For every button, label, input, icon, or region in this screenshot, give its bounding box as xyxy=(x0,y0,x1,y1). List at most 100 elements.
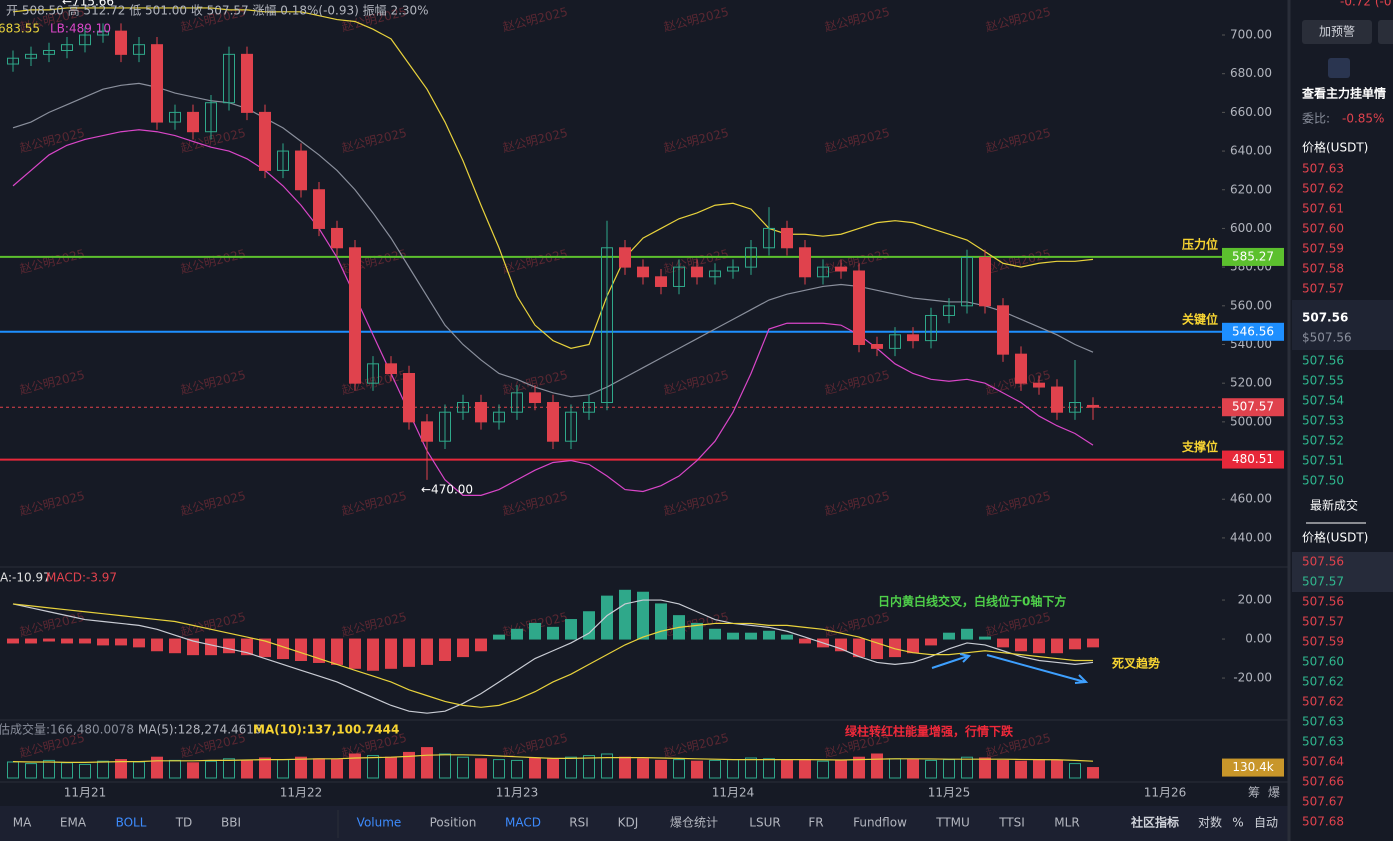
indicator-button[interactable]: KDJ xyxy=(618,816,639,830)
indicator-button[interactable]: MLR xyxy=(1054,816,1079,830)
toolbar-option[interactable]: 对数 xyxy=(1198,815,1222,830)
bar xyxy=(1033,638,1045,654)
ask-price: 507.57 xyxy=(1302,282,1344,296)
trade-price: 507.66 xyxy=(1302,775,1344,789)
trade-highlight xyxy=(1292,552,1393,592)
level-label: 压力位 xyxy=(1182,236,1218,251)
candle-body xyxy=(655,276,667,287)
indicator-button[interactable]: RSI xyxy=(569,816,589,830)
indicator-button[interactable]: MACD xyxy=(505,816,541,830)
indicator-button[interactable]: LSUR xyxy=(749,816,780,830)
indicator-button[interactable]: EMA xyxy=(60,816,87,830)
arrow xyxy=(931,653,971,669)
candle-body xyxy=(889,334,901,349)
trade-price: 507.59 xyxy=(1302,635,1344,649)
axis-side-label: 爆 xyxy=(1268,786,1280,800)
bar xyxy=(475,758,487,779)
toolbar-option[interactable]: 社区指标 xyxy=(1130,815,1179,830)
button[interactable] xyxy=(1378,20,1393,44)
ask-price: 507.61 xyxy=(1302,202,1344,216)
indicator-button[interactable]: Position xyxy=(430,816,477,830)
indicator-line xyxy=(12,603,1093,708)
bar xyxy=(61,638,73,644)
bar xyxy=(673,759,685,779)
volume-legend: MA(5):128,274.4616 xyxy=(138,723,262,737)
level-label: 关键位 xyxy=(1182,311,1218,326)
bar xyxy=(295,756,307,779)
trade-price: 507.57 xyxy=(1302,575,1344,589)
price-box xyxy=(1292,300,1393,350)
indicator-button[interactable]: 爆仓统计 xyxy=(670,816,718,830)
bar xyxy=(727,632,739,640)
bar xyxy=(763,758,775,779)
view-toggle[interactable] xyxy=(1328,58,1350,78)
bar xyxy=(583,611,595,640)
candle-body xyxy=(169,111,181,123)
trade-price: 507.62 xyxy=(1302,695,1344,709)
candle-body xyxy=(367,363,379,384)
arrow xyxy=(986,654,1089,684)
alert-button[interactable] xyxy=(1302,20,1372,44)
level-value: 546.56 xyxy=(1232,324,1274,338)
y-tick-label: 440.00 xyxy=(1230,530,1272,544)
bar xyxy=(1069,763,1081,779)
candle-body xyxy=(79,34,91,46)
candle-body xyxy=(493,411,505,423)
y-tick-label: 0.00 xyxy=(1245,632,1272,646)
candle-body xyxy=(151,44,163,123)
candle-body xyxy=(907,334,919,342)
bar xyxy=(313,638,325,663)
indicator-button[interactable]: TTMU xyxy=(935,816,970,830)
indicator-button[interactable]: TD xyxy=(175,816,193,830)
bar xyxy=(259,638,271,658)
bar xyxy=(511,759,523,779)
annotation: 死叉趋势 xyxy=(1112,656,1160,671)
boll-legend: 683.55 xyxy=(0,22,40,36)
bar xyxy=(151,638,163,652)
level-tag xyxy=(1222,450,1284,469)
candle-body xyxy=(871,343,883,349)
trade-price: 507.62 xyxy=(1302,675,1344,689)
indicator-button[interactable]: Fundflow xyxy=(853,816,907,830)
indicator-button[interactable]: BBI xyxy=(221,816,241,830)
bar xyxy=(97,760,109,779)
y-tick-label: 680.00 xyxy=(1230,66,1272,80)
y-tick-label: 640.00 xyxy=(1230,144,1272,158)
bar xyxy=(439,753,451,779)
alert-button-label[interactable]: 加预警 xyxy=(1319,24,1355,39)
bar xyxy=(637,591,649,640)
bar xyxy=(349,638,361,669)
chart-area: 440.00460.00480.00500.00520.00540.00560.… xyxy=(0,0,1291,841)
y-tick-label: 20.00 xyxy=(1238,593,1272,607)
bar xyxy=(367,755,379,779)
bar xyxy=(313,758,325,779)
indicator-line xyxy=(12,599,1094,714)
candle-body xyxy=(97,30,109,36)
indicator-line xyxy=(12,754,1094,763)
toolbar-option[interactable]: % xyxy=(1232,816,1243,830)
bar xyxy=(871,753,883,779)
bar xyxy=(97,638,109,646)
candle-body xyxy=(1033,382,1045,388)
last-price-tag xyxy=(1222,398,1284,417)
trades-title[interactable]: 最新成交 xyxy=(1310,498,1358,513)
level-tag xyxy=(1222,247,1284,266)
bar xyxy=(889,638,901,658)
trade-price: 507.60 xyxy=(1302,655,1344,669)
bar xyxy=(205,638,217,656)
indicator-button[interactable]: BOLL xyxy=(116,816,147,830)
toolbar-option[interactable]: 自动 xyxy=(1254,816,1278,830)
indicator-button[interactable]: FR xyxy=(808,816,823,830)
orders-title: 查看主力挂单情 xyxy=(1301,86,1386,101)
bar xyxy=(331,638,343,665)
candle-body xyxy=(7,57,19,65)
indicator-button[interactable]: TTSI xyxy=(998,816,1025,830)
bar xyxy=(385,756,397,779)
bar xyxy=(367,638,379,671)
price-header: 价格(USDT) xyxy=(1302,140,1368,155)
indicator-button[interactable]: Volume xyxy=(357,816,402,830)
bar xyxy=(385,638,397,669)
indicator-button[interactable]: MA xyxy=(13,816,32,830)
